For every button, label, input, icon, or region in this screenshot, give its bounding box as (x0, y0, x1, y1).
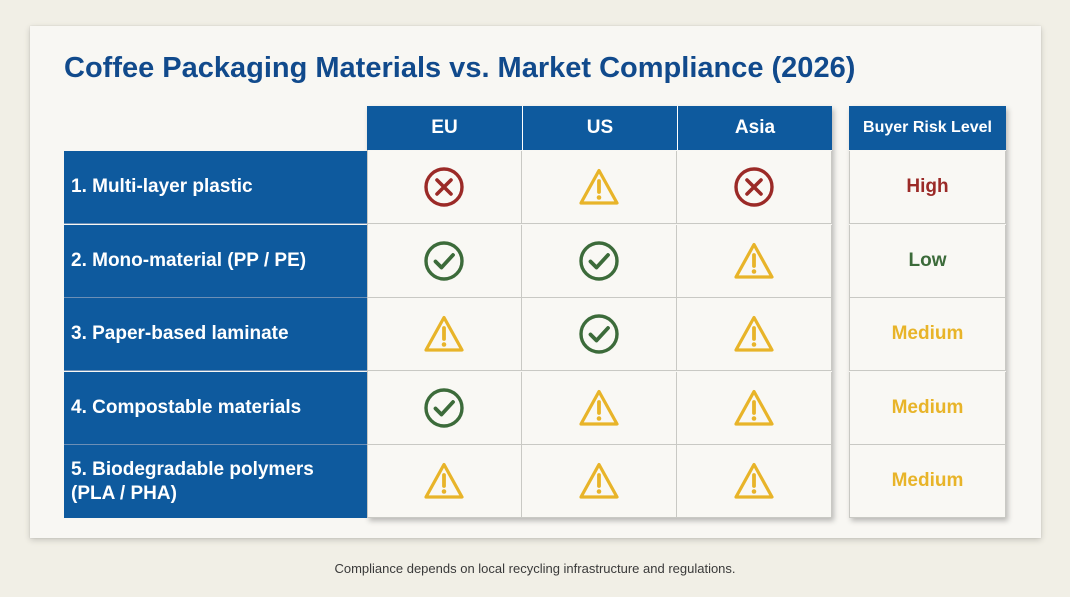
status-cell-eu (367, 225, 522, 298)
row-label: 1. Multi-layer plastic (64, 151, 367, 224)
risk-level-text: Low (908, 250, 947, 271)
status-cell-asia (677, 151, 832, 224)
check-circle-icon (579, 314, 619, 354)
risk-cell: High (849, 151, 1006, 224)
status-cell-us (522, 151, 677, 224)
warning-triangle-icon (579, 462, 619, 499)
risk-level-text: Medium (891, 397, 964, 418)
column-header-asia: Asia (677, 106, 832, 150)
status-cell-us (522, 372, 677, 445)
status-cell-eu (367, 151, 522, 224)
column-header-eu: EU (367, 106, 522, 150)
status-cell-us (522, 298, 677, 371)
warning-triangle-icon (424, 462, 464, 499)
risk-cell: Medium (849, 372, 1006, 445)
check-circle-icon (424, 241, 464, 281)
risk-level-text: Medium (891, 323, 964, 344)
check-circle-icon (579, 241, 619, 281)
row-label: 5. Biodegradable polymers (PLA / PHA) (64, 445, 367, 518)
status-cell-us (522, 445, 677, 518)
status-cell-us (522, 225, 677, 298)
warning-triangle-icon (734, 462, 774, 499)
row-label: 3. Paper-based laminate (64, 298, 367, 371)
column-header-us: US (522, 106, 677, 150)
warning-triangle-icon (734, 315, 774, 352)
status-cell-eu (367, 445, 522, 518)
risk-cell: Medium (849, 445, 1006, 518)
warning-triangle-icon (579, 389, 619, 426)
warning-triangle-icon (734, 389, 774, 426)
grid-left-border (367, 150, 368, 518)
risk-level-text: High (906, 176, 949, 197)
status-cell-asia (677, 225, 832, 298)
x-circle-icon (734, 167, 774, 207)
column-header-risk: Buyer Risk Level (849, 106, 1006, 150)
row-label: 2. Mono-material (PP / PE) (64, 225, 367, 298)
warning-triangle-icon (424, 315, 464, 352)
status-cell-asia (677, 445, 832, 518)
footnote: Compliance depends on local recycling in… (334, 561, 736, 576)
status-cell-asia (677, 372, 832, 445)
status-cell-eu (367, 298, 522, 371)
check-circle-icon (424, 388, 464, 428)
status-cell-asia (677, 298, 832, 371)
x-circle-icon (424, 167, 464, 207)
risk-cell: Medium (849, 298, 1006, 371)
row-label: 4. Compostable materials (64, 372, 367, 445)
risk-level-text: Medium (891, 470, 964, 491)
warning-triangle-icon (579, 168, 619, 205)
risk-cell: Low (849, 225, 1006, 298)
page-title: Coffee Packaging Materials vs. Market Co… (64, 52, 856, 84)
status-cell-eu (367, 372, 522, 445)
warning-triangle-icon (734, 242, 774, 279)
